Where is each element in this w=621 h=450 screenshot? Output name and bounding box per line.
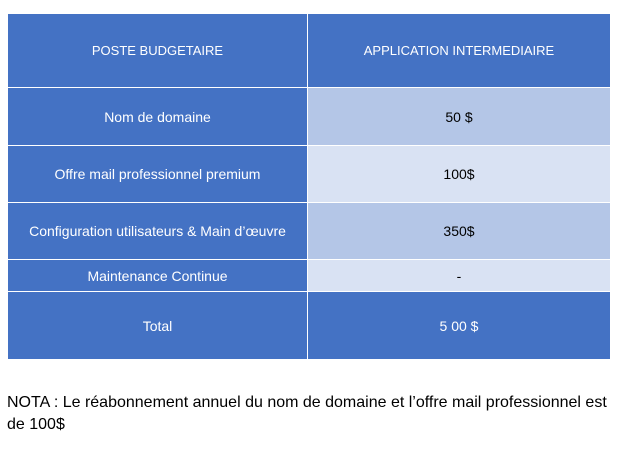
footnote: NOTA : Le réabonnement annuel du nom de … bbox=[7, 394, 607, 433]
row-value-configuration: 350$ bbox=[307, 202, 611, 260]
header-intermediate-app: APPLICATION INTERMEDIAIRE bbox=[307, 13, 611, 88]
row-value-domain: 50 $ bbox=[307, 87, 611, 146]
table-row: Offre mail professionnel premium 100$ bbox=[7, 145, 611, 203]
table-row: Nom de domaine 50 $ bbox=[7, 87, 611, 146]
total-value: 5 00 $ bbox=[307, 291, 611, 360]
row-label-mail: Offre mail professionnel premium bbox=[7, 145, 308, 203]
budget-table: POSTE BUDGETAIRE APPLICATION INTERMEDIAI… bbox=[7, 13, 611, 360]
table-row: Maintenance Continue - bbox=[7, 259, 611, 292]
table-row: Configuration utilisateurs & Main d’œuvr… bbox=[7, 202, 611, 260]
total-label: Total bbox=[7, 291, 308, 360]
table-total-row: Total 5 00 $ bbox=[7, 291, 611, 360]
table-header-row: POSTE BUDGETAIRE APPLICATION INTERMEDIAI… bbox=[7, 13, 611, 88]
header-budget-item: POSTE BUDGETAIRE bbox=[7, 13, 308, 88]
row-value-mail: 100$ bbox=[307, 145, 611, 203]
row-label-configuration: Configuration utilisateurs & Main d’œuvr… bbox=[7, 202, 308, 260]
row-value-maintenance: - bbox=[307, 259, 611, 292]
row-label-domain: Nom de domaine bbox=[7, 87, 308, 146]
row-label-maintenance: Maintenance Continue bbox=[7, 259, 308, 292]
